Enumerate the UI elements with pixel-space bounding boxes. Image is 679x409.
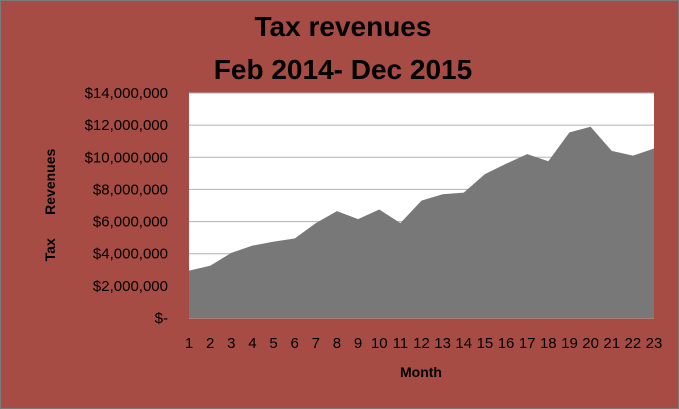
x-tick-label: 21 <box>603 335 620 352</box>
x-tick-label: 17 <box>519 335 536 352</box>
x-tick-label: 7 <box>312 335 320 352</box>
y-tick-label: $12,000,000 <box>85 117 168 134</box>
x-tick-label: 2 <box>206 335 214 352</box>
area-series-tax-revenues <box>189 126 654 318</box>
x-tick-label: 23 <box>646 335 663 352</box>
x-tick-label: 10 <box>371 335 388 352</box>
x-tick-label: 4 <box>248 335 256 352</box>
y-tick-label: $2,000,000 <box>93 278 168 295</box>
x-tick-label: 1 <box>185 335 193 352</box>
y-tick-label: $6,000,000 <box>93 214 168 231</box>
y-axis-title: Tax Revenues <box>42 149 58 262</box>
y-tick-label: $14,000,000 <box>85 85 168 102</box>
x-tick-label: 16 <box>498 335 515 352</box>
area-series <box>189 126 654 318</box>
x-tick-label: 12 <box>413 335 430 352</box>
x-tick-label: 18 <box>540 335 557 352</box>
x-tick-label: 11 <box>393 335 409 352</box>
x-tick-label: 8 <box>333 335 341 352</box>
x-tick-label: 19 <box>561 335 578 352</box>
y-tick-label: $4,000,000 <box>93 246 168 263</box>
x-axis-title: Month <box>400 364 442 380</box>
x-axis-ticks: 1 2 3 4 5 6 7 8 9 10 11 12 13 14 15 16 17 18 19 20 21 22 23 <box>185 335 663 352</box>
x-tick-label: 3 <box>227 335 235 352</box>
x-tick-label: 9 <box>354 335 362 352</box>
chart-title: Tax revenues <box>255 11 432 42</box>
x-tick-label: 14 <box>455 335 472 352</box>
x-tick-label: 6 <box>291 335 299 352</box>
y-tick-label: $10,000,000 <box>85 149 168 166</box>
x-tick-label: 22 <box>625 335 642 352</box>
x-tick-label: 15 <box>477 335 494 352</box>
x-tick-label: 20 <box>582 335 599 352</box>
y-axis-ticks: $- $2,000,000 $4,000,000 $6,000,000 $8,000,0… <box>85 85 168 327</box>
y-tick-label: $- <box>155 310 168 327</box>
x-tick-label: 13 <box>434 335 451 352</box>
x-tick-label: 5 <box>269 335 277 352</box>
y-tick-label: $8,000,000 <box>93 181 168 198</box>
chart-subtitle: Feb 2014- Dec 2015 <box>214 54 472 85</box>
